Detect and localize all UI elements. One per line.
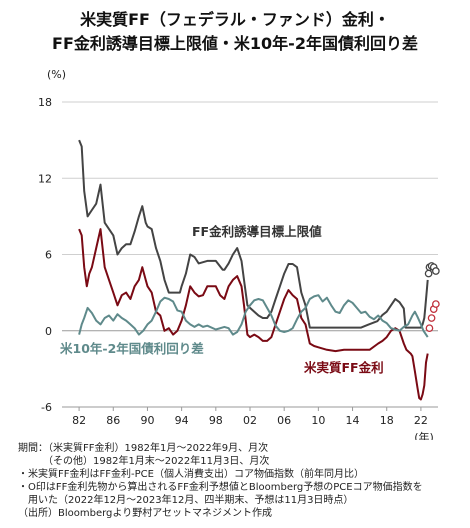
forecast-markers xyxy=(424,262,440,333)
real-ff-forecast-marker xyxy=(427,314,436,322)
y-tick-label: 18 xyxy=(38,96,52,109)
x-tick-label: 02 xyxy=(243,414,257,427)
title-line-2: FF金利誘導目標上限値・米10年-2年国債利回り差 xyxy=(52,34,418,53)
title-line-1: 米実質FF（フェデラル・ファンド）金利・ xyxy=(80,10,390,29)
x-tick-label: 82 xyxy=(72,414,86,427)
x-axis: 82 86 90 94 98 02 06 10 14 18 22 xyxy=(62,406,438,427)
y-tick-label: 12 xyxy=(38,172,52,185)
note-markers-1: ・O印はFF金利先物から算出されるFF金利予想値とBloomberg予想のPCE… xyxy=(18,482,423,493)
chart-title: 米実質FF（フェデラル・ファンド）金利・ FF金利誘導目標上限値・米10年-2年… xyxy=(0,8,470,56)
x-tick-label: 94 xyxy=(175,414,189,427)
real-ff-line xyxy=(78,228,429,401)
label-spread: 米10年-2年国債利回り差 xyxy=(59,341,204,356)
y-tick-label: 6 xyxy=(45,249,52,262)
real-ff-forecast-marker xyxy=(432,300,440,308)
x-tick-label: 14 xyxy=(346,414,360,427)
x-tick-label: 10 xyxy=(311,414,325,427)
label-ff-target: FF金利誘導目標上限値 xyxy=(192,224,322,239)
y-tick-label: 0 xyxy=(45,325,52,338)
note-source: （出所）Bloombergより野村アセットマネジメント作成 xyxy=(18,508,272,519)
x-axis-unit: (年) xyxy=(414,430,434,440)
spread-line xyxy=(78,294,429,338)
ff-target-line xyxy=(78,139,429,329)
real-ff-forecast-marker xyxy=(425,324,434,333)
note-period-1: 期間：（米実質FF金利）1982年1月〜2022年9月、月次 xyxy=(18,443,269,454)
y-tick-label: -6 xyxy=(41,401,52,414)
footnotes: 期間：（米実質FF金利）1982年1月〜2022年9月、月次 （その他）1982… xyxy=(18,442,468,520)
x-tick-label: 98 xyxy=(209,414,223,427)
x-tick-label: 22 xyxy=(414,414,428,427)
ff-forecast-marker xyxy=(432,267,440,275)
y-axis: 18 12 6 0 -6 xyxy=(38,96,52,414)
y-axis-unit: (%) xyxy=(47,68,66,81)
series-lines xyxy=(78,139,429,401)
label-real-ff: 米実質FF金利 xyxy=(303,360,384,375)
x-tick-label: 86 xyxy=(106,414,120,427)
note-markers-2: 用いた（2022年12月〜2023年12月、四半期末、予想は11月3日時点） xyxy=(18,495,354,506)
x-tick-label: 90 xyxy=(140,414,154,427)
note-real-ff: ・米実質FF金利はFF金利-PCE（個人消費支出）コア物価指数（前年同月比） xyxy=(18,469,364,480)
ff-forecast-marker xyxy=(424,269,433,278)
x-tick-label: 06 xyxy=(277,414,291,427)
x-tick-label: 18 xyxy=(380,414,394,427)
note-period-2: （その他）1982年1月末〜2022年11月3日、月次 xyxy=(18,456,270,467)
